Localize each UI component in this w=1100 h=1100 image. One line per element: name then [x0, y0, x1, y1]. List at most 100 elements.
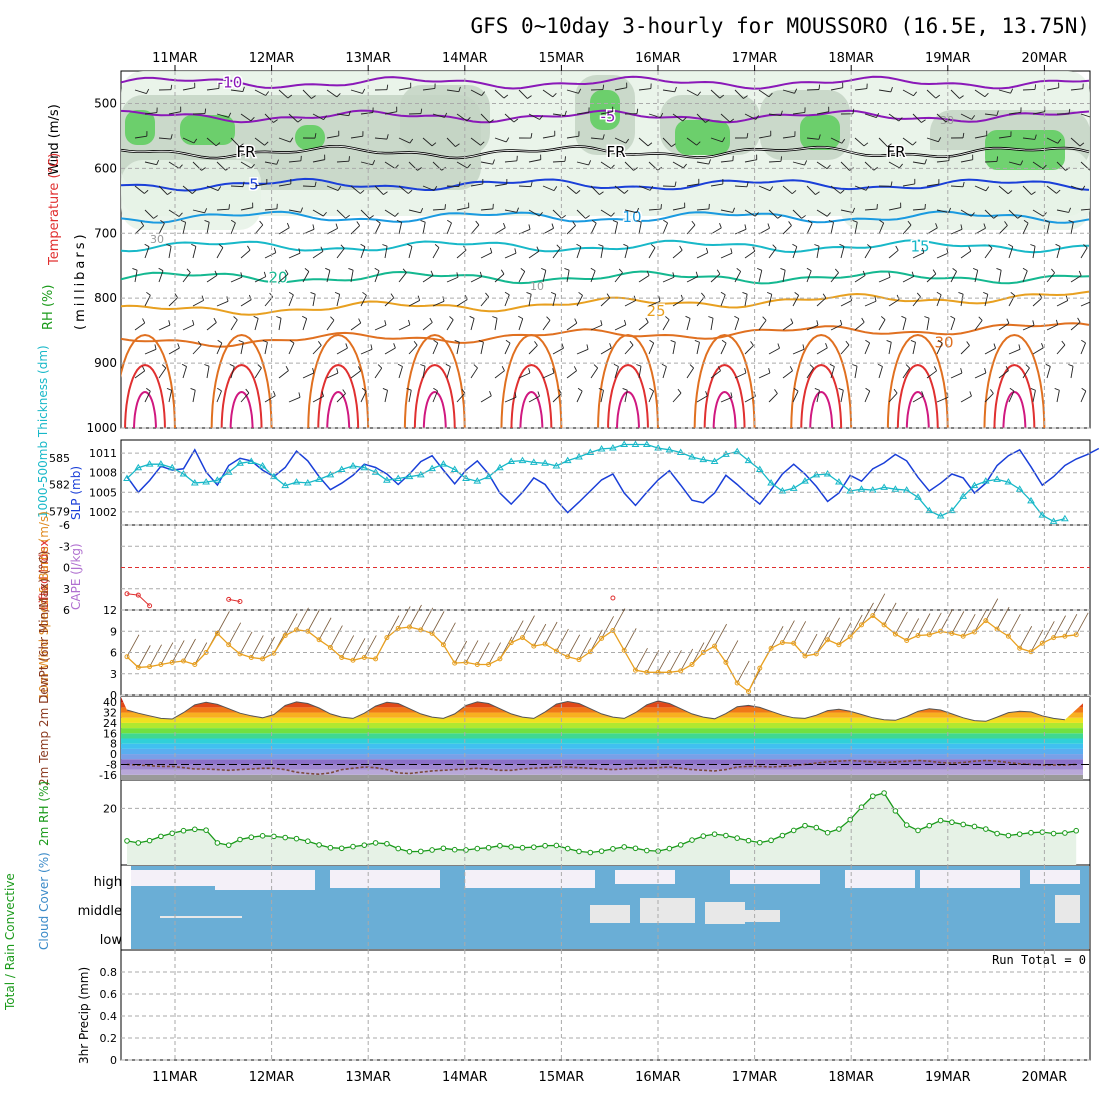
- wind-barb: [494, 89, 505, 99]
- wind-barb: [446, 222, 452, 235]
- wind10m-barb: [1075, 612, 1089, 635]
- thickness-point: [631, 440, 640, 447]
- wind-barb-flag: [420, 364, 426, 367]
- temperature-contour-label: 5: [249, 176, 259, 194]
- wind10m-speed-point: [768, 645, 774, 651]
- wind-barb: [600, 161, 612, 169]
- wind-barb: [686, 276, 698, 283]
- wind-barb-flag: [444, 204, 446, 210]
- wind-barb-flag: [880, 316, 886, 320]
- wind-barb-flag: [445, 363, 451, 367]
- thickness-point: [993, 475, 1001, 482]
- rh2m-point: [406, 848, 413, 855]
- wind-barb-flag: [518, 315, 523, 319]
- wind-barb-flag: [1079, 142, 1085, 147]
- wind-barb: [960, 209, 972, 217]
- wind-barb: [446, 366, 451, 379]
- wind-barb-flag: [719, 223, 722, 229]
- wind-barb-flag: [1055, 243, 1061, 247]
- wind-barb-flag: [677, 388, 682, 394]
- wind-barb: [806, 367, 814, 379]
- wind10m-barb: [409, 604, 422, 628]
- wind10m-speed-point: [746, 688, 751, 694]
- wind-barb: [926, 370, 937, 379]
- wind-barb: [192, 299, 204, 307]
- pressure-tick-label: 700: [94, 226, 117, 240]
- bottom-date-label: 15MAR: [539, 1070, 585, 1085]
- wind-barb: [360, 209, 370, 219]
- wind-barb-flag: [996, 156, 999, 162]
- wind10m-barb: [928, 612, 942, 635]
- wind-barb: [494, 137, 507, 143]
- rh2m-point: [971, 823, 978, 830]
- wind-barb: [312, 113, 324, 121]
- wind-barb: [1046, 222, 1050, 235]
- wind-barb-flag: [226, 296, 229, 302]
- wind-barb-flag: [1068, 220, 1074, 223]
- wind10m-speed-point: [147, 664, 153, 670]
- top-date-label: 18MAR: [828, 51, 874, 66]
- surface-heat-contour: [210, 333, 273, 428]
- wind-barb: [734, 185, 748, 188]
- thickness-point: [405, 472, 414, 480]
- wind-barb-flag: [794, 291, 799, 296]
- thickness-point: [710, 457, 719, 464]
- wind-barb: [336, 160, 350, 163]
- wind10m-barb: [962, 614, 976, 637]
- wind-barb-flag: [612, 219, 618, 223]
- precip-tick-label: 0: [110, 1054, 117, 1067]
- thickness-point: [123, 474, 131, 481]
- wind-barb-flag: [250, 163, 255, 169]
- wind-barb: [144, 209, 154, 219]
- wind-barb: [806, 270, 812, 283]
- wind10m-speed-point: [587, 649, 593, 655]
- wind-barb: [408, 390, 412, 403]
- wind-barb: [360, 295, 367, 307]
- wind-barb: [912, 208, 925, 211]
- rh2m-point: [305, 838, 311, 845]
- bottom-date-label: 16MAR: [635, 1070, 681, 1085]
- wind-barb: [878, 89, 891, 93]
- surface-heat-contour: [809, 390, 834, 428]
- wind-barb: [480, 395, 492, 403]
- wind-barb-flag: [558, 389, 562, 394]
- wind10m-barb: [974, 609, 987, 633]
- wind-barb: [254, 367, 262, 379]
- wind-barb-flag: [408, 189, 413, 194]
- wind-barb-flag: [670, 340, 676, 343]
- wind10m-barb: [838, 622, 852, 645]
- wind-barb: [840, 300, 852, 307]
- wind-barb: [662, 366, 667, 379]
- wind-barb: [350, 270, 354, 283]
- wind-barb: [878, 366, 883, 379]
- wind-barb: [888, 299, 900, 307]
- wind-barb: [518, 318, 524, 331]
- rh2m-point: [180, 827, 187, 834]
- wind-barb-flag: [746, 181, 749, 187]
- wind-barb: [936, 160, 949, 163]
- wind-barb-flag: [971, 115, 976, 120]
- cloud-clear-high: [1030, 870, 1080, 884]
- wind-barb-flag: [990, 389, 994, 394]
- wind-barb-flag: [217, 186, 222, 191]
- wind-barb-flag: [1017, 215, 1022, 219]
- wind-barb-flag: [156, 159, 160, 165]
- wind-barb-flag: [838, 388, 844, 391]
- wind10m-barb: [623, 628, 637, 651]
- wind-barb-flag: [645, 317, 649, 323]
- wind-barb-flag: [500, 269, 505, 275]
- wind-barb-flag: [144, 243, 150, 248]
- wind10m-barb: [1008, 614, 1021, 637]
- wind-barb: [360, 161, 373, 166]
- cloud-clear-high: [330, 870, 440, 888]
- temperature-mask: [121, 697, 1090, 722]
- wind-barb-flag: [744, 368, 747, 374]
- wind10m-barb: [341, 635, 355, 658]
- wind10m-barb: [217, 611, 230, 634]
- wind-barb-flag: [177, 343, 180, 349]
- wind-barb-flag: [1056, 189, 1061, 194]
- wind-barb-flag: [685, 315, 691, 319]
- wind-barb: [264, 342, 268, 355]
- wind-barb: [854, 137, 865, 147]
